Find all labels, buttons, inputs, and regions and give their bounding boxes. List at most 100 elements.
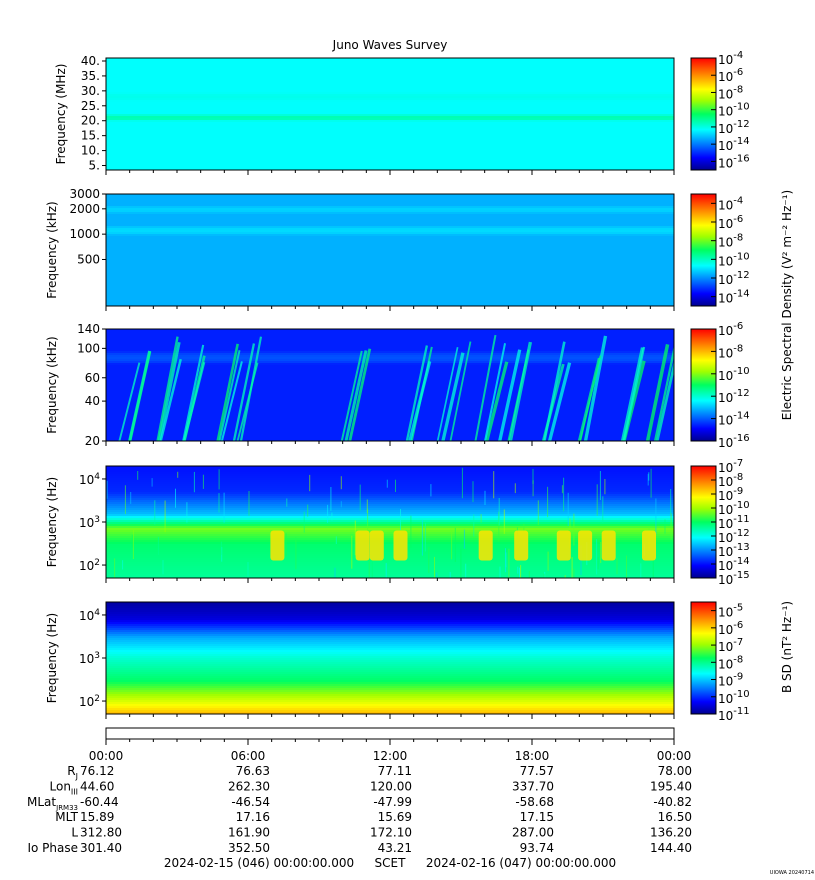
colorbar-tick-label: 10-7 [718,637,743,654]
ephemeris-value: 15.69 [378,810,412,824]
colorbar-tick-label: 10-12 [718,388,750,405]
colorbar [690,193,717,307]
colorbar-tick-label: 10-6 [718,214,743,231]
colorbar-tick-label: 10-6 [718,620,743,637]
colorbar-tick-label: 10-13 [718,542,750,559]
y-tick-label: 102 [79,558,100,573]
colorbar-tick-label: 10-10 [718,366,750,383]
time-tick-label: 06:00 [231,749,266,763]
y-tick-label: 3000 [69,187,100,201]
spectrogram-panel-3: 140 100 60 40 20 Frequency (kHz) 10-6 10-8 10-10… [45,321,750,450]
ephemeris-value: -60.44 [80,795,119,809]
ephemeris-value: 93.74 [520,841,554,855]
spectrogram-panel-1: 40.35.30.25.20.15.10.5. Frequency (MHz) 10… [54,50,750,175]
spectrogram-image [106,466,674,578]
ephemeris-value: 17.16 [236,810,270,824]
ephemeris-value: 287.00 [512,826,554,840]
footer-end-time: 2024-02-16 (047) 00:00:00.000 [426,856,616,870]
time-tick-label: 18:00 [515,749,550,763]
ephemeris-value: 352.50 [228,841,270,855]
magnetic-cbar-label: B SD (nT² Hz⁻¹) [780,601,794,693]
ephemeris-value: 301.40 [80,841,122,855]
y-tick-label: 103 [79,651,100,666]
colorbar [690,601,717,715]
colorbar-tick-label: 10-11 [718,514,750,531]
ephemeris-value: 161.90 [228,826,270,840]
ephemeris-value: 77.57 [520,764,554,778]
time-tick-label: 00:00 [89,749,124,763]
ephemeris-value: -46.54 [231,795,270,809]
ephemeris-value: 337.70 [512,779,554,793]
ephemeris-value: 172.10 [370,826,412,840]
y-tick-label: 25. [81,99,100,113]
y-tick-label: 15. [81,129,100,143]
spectrogram-image [106,194,674,306]
ephemeris-value: 262.30 [228,779,270,793]
footer-start-time: 2024-02-15 (046) 00:00:00.000 [164,856,354,870]
spectrogram-panels: 40.35.30.25.20.15.10.5. Frequency (MHz) 10… [45,50,750,723]
spectrogram-panel-5: 104 103 102 Frequency (Hz) 10-510-610-710-8 1… [45,601,750,723]
y-tick-label: 140 [77,322,100,336]
colorbar-tick-label: 10-11 [718,706,750,723]
y-tick-label: 40. [81,54,100,68]
time-axis-strip [105,727,675,740]
time-tick-label: 12:00 [373,749,408,763]
colorbar-tick-label: 10-14 [718,289,750,306]
colorbar-tick-label: 10-14 [718,556,750,573]
ephemeris-value: 17.15 [520,810,554,824]
colorbar-tick-label: 10-7 [718,458,743,475]
colorbar-tick-label: 10-10 [718,251,750,268]
colorbar-tick-label: 10-16 [718,153,750,170]
colorbar-tick-label: 10-10 [718,689,750,706]
y-axis-label: Frequency (kHz) [45,201,59,298]
colorbar-tick-label: 10-12 [718,119,750,136]
colorbar-tick-label: 10-8 [718,233,743,250]
ephemeris-value: 120.00 [370,779,412,793]
colorbar-tick-label: 10-8 [718,654,743,671]
colorbar-tick-label: 10-16 [718,433,750,450]
ephemeris-value: 312.80 [80,826,122,840]
colorbar-tick-label: 10-15 [718,570,750,587]
y-tick-label: 500 [77,252,100,266]
colorbar-tick-label: 10-14 [718,136,750,153]
y-tick-label: 103 [79,515,100,530]
spectrogram-image [106,329,674,441]
y-tick-label: 1000 [69,227,100,241]
colorbar-tick-label: 10-12 [718,270,750,287]
colorbar-tick-label: 10-8 [718,472,743,489]
spectrogram-panel-4: 104 103 102 Frequency (Hz) 10-710-810-910-10… [45,458,750,587]
colorbar-tick-label: 10-10 [718,500,750,517]
ephemeris-row-label: LonIII [50,779,79,796]
y-tick-label: 104 [79,608,100,623]
y-tick-label: 20 [85,434,100,448]
ephemeris-row-label: MLatJRM33 [27,795,78,812]
colorbar-tick-label: 10-9 [718,486,743,503]
y-axis-label: Frequency (Hz) [45,477,59,568]
y-tick-label: 10. [81,144,100,158]
colorbar-tick-label: 10-10 [718,102,750,119]
colorbar [690,57,717,171]
y-tick-label: 20. [81,114,100,128]
colorbar-tick-label: 10-5 [718,603,743,620]
ephemeris-value: 76.63 [236,764,270,778]
electric-cbar-label: Electric Spectral Density (V² m⁻² Hz⁻¹) [780,190,794,420]
y-tick-label: 100 [77,341,100,355]
spectrogram-image [106,58,674,170]
spectrogram-image [106,602,674,714]
y-tick-label: 102 [79,694,100,709]
colorbar-tick-label: 10-6 [718,321,743,338]
y-tick-label: 30. [81,84,100,98]
plot-title: Juno Waves Survey [332,38,448,52]
y-tick-label: 2000 [69,202,100,216]
ephemeris-row-label: MLT [55,810,78,824]
colorbar-tick-label: 10-8 [718,84,743,101]
colorbar-tick-label: 10-6 [718,67,743,84]
time-tick-label: 00:00 [657,749,692,763]
ephemeris-value: 78.00 [658,764,692,778]
y-axis-label: Frequency (Hz) [45,613,59,704]
y-tick-label: 104 [79,472,100,487]
colorbar-tick-label: 10-14 [718,411,750,428]
y-axis-label: Frequency (MHz) [54,64,68,165]
